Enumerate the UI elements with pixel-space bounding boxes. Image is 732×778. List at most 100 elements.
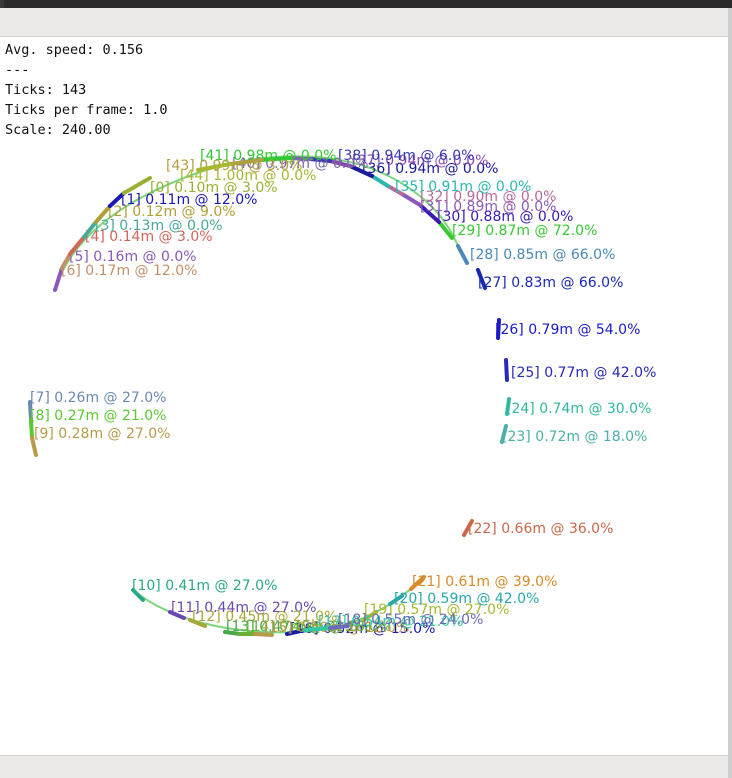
marker-label: [32] 0.90m @ 0.0% — [420, 189, 556, 205]
marker-label: [36] 0.94m @ 0.0% — [362, 161, 498, 177]
marker-segment — [328, 624, 350, 630]
marker-label: [3] 0.13m @ 0.0% — [95, 218, 223, 234]
marker-segment — [496, 318, 501, 340]
trajectory-marker: [13] 0.47m @ 21.0% — [223, 619, 371, 636]
marker-segment — [28, 400, 33, 422]
trajectory-marker: [23] 0.72m @ 18.0% — [500, 424, 647, 445]
marker-label: [37] 0.94m @ 0.0% — [352, 153, 488, 169]
marker-label: [28] 0.85m @ 66.0% — [470, 247, 615, 263]
marker-label: [1] 0.11m @ 12.0% — [121, 192, 257, 208]
marker-segment — [60, 252, 72, 270]
marker-segment — [386, 184, 404, 196]
trajectory-marker: [41] 0.98m @ 0.0% — [200, 148, 336, 164]
trajectory-marker: [1] 0.11m @ 12.0% — [108, 191, 257, 208]
trajectory-marker: [8] 0.27m @ 21.0% — [29, 408, 166, 440]
marker-label: [11] 0.44m @ 27.0% — [171, 600, 316, 616]
trajectory-marker: [28] 0.85m @ 66.0% — [456, 244, 615, 265]
marker-label: [7] 0.26m @ 27.0% — [30, 390, 166, 406]
marker-label: [4] 0.14m @ 3.0% — [85, 229, 213, 245]
trajectory-marker: [4] 0.14m @ 3.0% — [68, 229, 213, 256]
trajectory-marker: [24] 0.74m @ 30.0% — [505, 397, 651, 417]
trajectory-marker: [11] 0.44m @ 27.0% — [168, 600, 316, 620]
marker-segment — [29, 418, 34, 440]
marker-label: [31] 0.89m @ 0.0% — [420, 199, 556, 215]
trajectory-marker: [21] 0.61m @ 39.0% — [409, 574, 557, 591]
marker-segment — [122, 176, 152, 195]
marker-segment — [500, 424, 508, 444]
marker-label: [8] 0.27m @ 21.0% — [30, 408, 166, 424]
trajectory-marker: [36] 0.94m @ 0.0% — [348, 161, 498, 178]
trajectory-marker: [44] 1.00m @ 0.0% — [180, 162, 316, 184]
trajectory-marker: [12] 0.45m @ 21.0% — [188, 609, 337, 628]
ticks-readout: Ticks: 143 — [5, 82, 87, 98]
trajectory-marker: [17] 0.54m @ 21.0% — [303, 614, 463, 632]
marker-label: [16] 0.52m @ 15.0% — [290, 621, 435, 637]
hud-separator: --- — [5, 62, 30, 78]
marker-segment — [196, 162, 232, 172]
marker-segment — [131, 588, 145, 602]
marker-segment — [53, 266, 64, 292]
marker-label: [23] 0.72m @ 18.0% — [502, 429, 647, 445]
marker-label: [41] 0.98m @ 0.0% — [200, 148, 336, 164]
marker-label: [17] 0.54m @ 21.0% — [318, 614, 463, 630]
marker-segment — [168, 610, 186, 620]
ticks-per-frame-readout: Ticks per frame: 1.0 — [5, 102, 168, 118]
trajectory-marker: [29] 0.87m @ 72.0% — [437, 220, 597, 240]
marker-segment — [362, 610, 378, 622]
scale-readout: Scale: 240.00 — [5, 122, 111, 138]
marker-label: [21] 0.61m @ 39.0% — [412, 574, 557, 590]
trajectory-marker: [19] 0.57m @ 27.0% — [362, 602, 509, 622]
marker-segment — [505, 397, 511, 416]
trajectory-marker: [18] 0.55m @ 24.0% — [328, 612, 483, 630]
marker-segment — [418, 203, 441, 224]
marker-segment — [68, 235, 86, 256]
marker-segment — [409, 575, 426, 591]
marker-label: [20] 0.59m @ 42.0% — [394, 591, 539, 607]
marker-label: [24] 0.74m @ 30.0% — [506, 401, 651, 417]
marker-label: [10] 0.41m @ 27.0% — [132, 578, 277, 594]
marker-segment — [285, 628, 307, 636]
trajectory-marker: [35] 0.91m @ 0.0% — [370, 174, 531, 195]
marker-segment — [476, 268, 487, 290]
marker-segment — [188, 618, 207, 628]
marker-label: [22] 0.66m @ 36.0% — [468, 521, 613, 537]
trajectory-marker: [30] 0.88m @ 0.0% — [418, 203, 573, 225]
trajectory-marker: [0] 0.10m @ 3.0% — [122, 176, 278, 196]
trajectory-marker: [38] 0.94m @ 6.0% — [308, 148, 474, 164]
marker-label: [19] 0.57m @ 27.0% — [364, 602, 509, 618]
hud-panel: Avg. speed: 0.156 --- Ticks: 143 Ticks p… — [5, 40, 168, 140]
marker-segment — [94, 204, 112, 224]
window-title-bar[interactable] — [0, 8, 728, 37]
marker-label: [30] 0.88m @ 0.0% — [437, 209, 573, 225]
marker-label: [12] 0.45m @ 21.0% — [192, 609, 337, 625]
marker-segment — [504, 358, 509, 382]
marker-label: [25] 0.77m @ 42.0% — [511, 365, 656, 381]
marker-segment — [400, 192, 422, 207]
marker-segment — [260, 156, 292, 162]
trajectory-marker: [3] 0.13m @ 0.0% — [82, 218, 223, 239]
marker-segment — [348, 164, 374, 178]
trajectory-marker: [32] 0.90m @ 0.0% — [386, 184, 556, 205]
trajectory-marker: [10] 0.41m @ 27.0% — [131, 578, 277, 602]
avg-speed-readout: Avg. speed: 0.156 — [5, 42, 144, 58]
marker-segment — [456, 244, 469, 265]
marker-label: [38] 0.94m @ 6.0% — [338, 148, 474, 164]
trajectory-marker: [5] 0.16m @ 0.0% — [53, 249, 197, 292]
marker-segment — [462, 519, 474, 537]
trajectory-marker: [26] 0.79m @ 54.0% — [495, 318, 640, 340]
trajectory-marker: [27] 0.83m @ 66.0% — [476, 268, 623, 291]
marker-segment — [30, 436, 38, 457]
marker-segment — [303, 626, 332, 632]
trajectory-marker: [16] 0.52m @ 15.0% — [285, 621, 435, 637]
marker-segment — [288, 156, 312, 161]
trajectory-marker: [20] 0.59m @ 42.0% — [388, 591, 539, 607]
marker-label: [44] 1.00m @ 0.0% — [180, 168, 316, 184]
simulation-window: Avg. speed: 0.156 --- Ticks: 143 Ticks p… — [0, 8, 732, 778]
marker-segment — [228, 158, 264, 166]
marker-label: [18] 0.55m @ 24.0% — [338, 612, 483, 628]
window-bottom-bar — [0, 755, 728, 778]
marker-label: [9] 0.28m @ 27.0% — [34, 426, 170, 442]
marker-segment — [370, 174, 390, 188]
marker-label: [29] 0.87m @ 72.0% — [452, 223, 597, 239]
